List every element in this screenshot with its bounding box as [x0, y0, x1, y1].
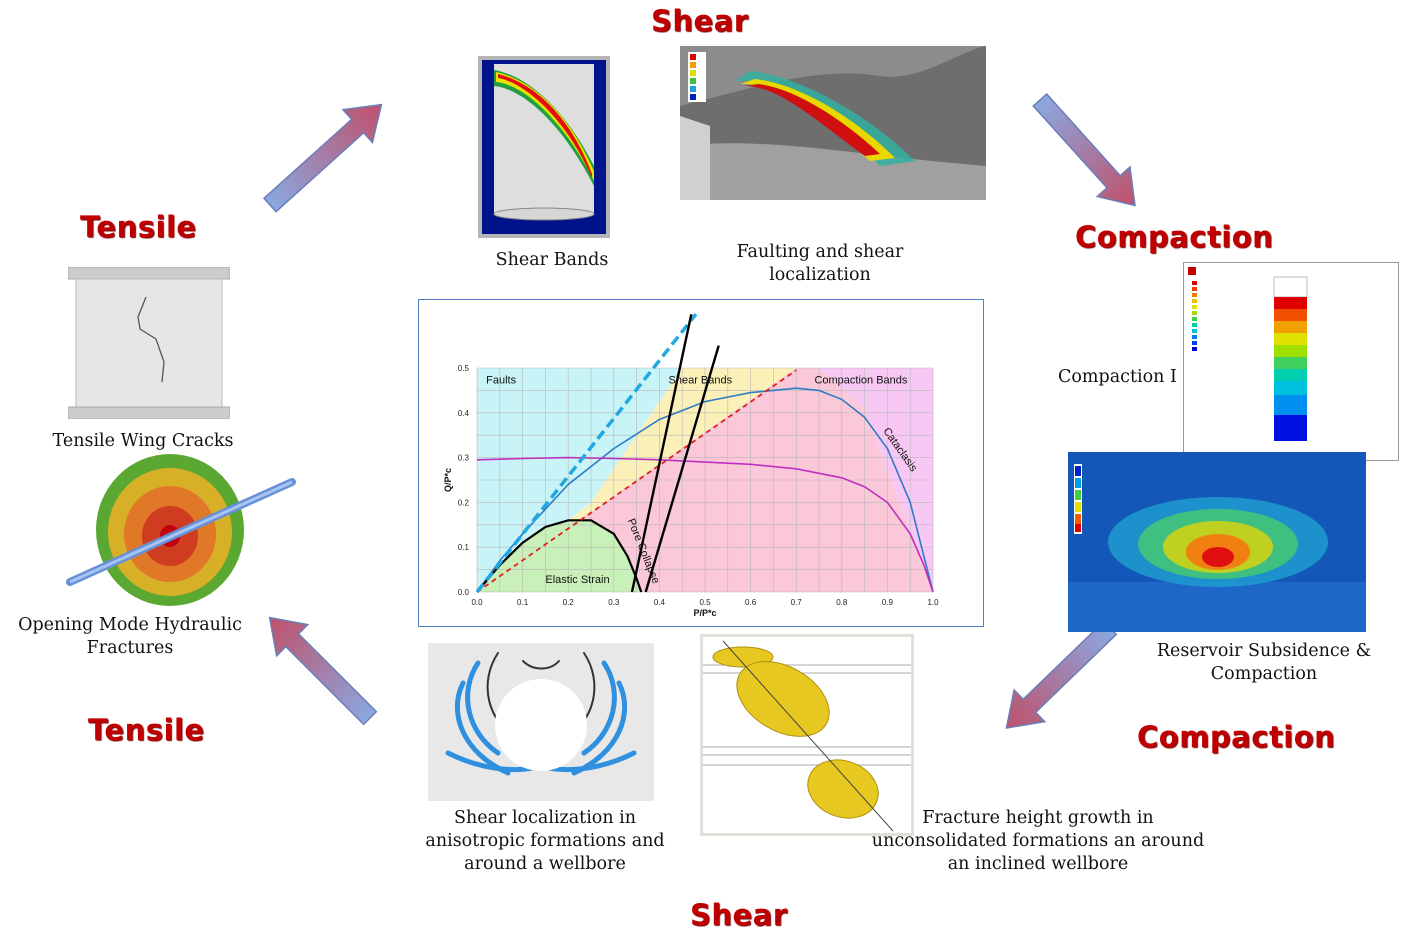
caption-opening-mode-line2: Fractures: [86, 638, 174, 658]
x-tick-label: 0.8: [836, 598, 848, 607]
caption-shear-loc-line2: anisotropic formations and: [425, 831, 665, 851]
region-label-elastic-strain: Elastic Strain: [545, 574, 609, 586]
mode-label-compaction-upper: Compaction: [1075, 220, 1274, 254]
x-tick-label: 0.7: [791, 598, 803, 607]
series-line-black-5: [630, 313, 693, 593]
caption-faulting: Faulting and shear localization: [710, 241, 930, 287]
x-tick-label: 0.0: [471, 598, 483, 607]
caption-fracture-height: Fracture height growth in unconsolidated…: [848, 807, 1228, 876]
arrow-shear-to-tensile: [268, 616, 378, 726]
hydraulic-fracture-image: [66, 450, 296, 610]
series-line-magenta-cap-1: [476, 456, 934, 593]
region-elastic-strain: [477, 520, 642, 592]
y-tick-label: 0.5: [458, 364, 470, 373]
mode-label-tensile-upper: Tensile: [80, 210, 197, 244]
chart-x-axis-label: P/P*c: [693, 608, 716, 618]
faulting-image: [680, 46, 986, 200]
series-line-elastic-2: [476, 519, 643, 593]
chart-y-axis-label: Q/P*c: [443, 468, 453, 492]
tensile-wing-cracks-image: [68, 267, 230, 419]
caption-reservoir-line2: Compaction: [1210, 664, 1318, 684]
caption-shear-bands: Shear Bands: [495, 250, 609, 270]
x-tick-label: 0.3: [608, 598, 620, 607]
caption-faulting-line2: localization: [769, 265, 871, 285]
shear-bands-image: [478, 56, 610, 238]
y-tick-label: 0.0: [458, 588, 470, 597]
mode-label-shear-top: Shear: [651, 4, 749, 38]
chart-grid: [476, 367, 934, 593]
mode-label-shear-bottom: Shear: [690, 898, 788, 932]
caption-compaction: Compaction I: [1058, 367, 1177, 387]
y-tick-label: 0.2: [458, 498, 470, 507]
x-tick-label: 0.2: [563, 598, 575, 607]
fracture-height-image: [700, 634, 914, 836]
wellbore-shear-image: [428, 643, 654, 801]
mode-label-tensile-lower: Tensile: [88, 713, 205, 747]
region-label-faults: Faults: [486, 375, 516, 387]
x-tick-label: 0.6: [745, 598, 757, 607]
caption-reservoir: Reservoir Subsidence & Compaction: [1140, 640, 1388, 686]
caption-faulting-line1: Faulting and shear: [736, 242, 904, 262]
y-tick-label: 0.1: [458, 543, 470, 552]
compaction-column-image: [1183, 262, 1399, 461]
caption-opening-mode: Opening Mode Hydraulic Fractures: [6, 614, 254, 660]
caption-tensile-wing: Tensile Wing Cracks: [52, 431, 234, 451]
reservoir-subsidence-image: [1068, 452, 1366, 632]
region-compaction-bands-right: [819, 368, 933, 592]
caption-fracture-line3: an inclined wellbore: [947, 854, 1129, 874]
chart-ticks: 0.0 0.1 0.2 0.3 0.4 0.5 0.6 0.7 0.8 0.9 1.0 0.0 0.1 0…: [458, 364, 939, 607]
x-tick-label: 0.9: [882, 598, 894, 607]
caption-fracture-line1: Fracture height growth in: [922, 808, 1154, 828]
yield-surface-chart: 0.0 0.1 0.2 0.3 0.4 0.5 0.6 0.7 0.8 0.9 1.0 0.0 0.1 0…: [418, 299, 984, 627]
x-tick-label: 1.0: [927, 598, 939, 607]
series-line-cyan-dashed-4: [475, 313, 698, 594]
chart-series: [475, 313, 934, 594]
series-line-red-dashed-3: [476, 369, 797, 593]
caption-opening-mode-line1: Opening Mode Hydraulic: [18, 615, 242, 635]
chart-svg: 0.0 0.1 0.2 0.3 0.4 0.5 0.6 0.7 0.8 0.9 1.0 0.0 0.1 0…: [443, 313, 939, 618]
x-tick-label: 0.4: [654, 598, 666, 607]
caption-fracture-line2: unconsolidated formations an around: [871, 831, 1205, 851]
series-line-black-6: [644, 345, 720, 593]
x-tick-label: 0.1: [517, 598, 529, 607]
caption-reservoir-line1: Reservoir Subsidence &: [1156, 641, 1372, 661]
caption-shear-localization: Shear localization in anisotropic format…: [408, 807, 682, 876]
y-tick-label: 0.4: [458, 409, 470, 418]
region-label-shear-bands: Shear Bands: [669, 375, 733, 387]
series-line-blue-cap-0: [476, 387, 934, 593]
arrow-shear-to-compaction: [1032, 92, 1136, 207]
y-tick-label: 0.3: [458, 454, 470, 463]
arrow-compaction-to-shear: [1005, 620, 1118, 729]
caption-shear-loc-line1: Shear localization in: [453, 808, 637, 828]
caption-shear-loc-line3: around a wellbore: [464, 854, 626, 874]
mode-label-compaction-lower: Compaction: [1137, 720, 1336, 754]
arrow-tensile-to-shear: [262, 103, 383, 213]
region-label-compaction-bands: Compaction Bands: [814, 375, 907, 387]
x-tick-label: 0.5: [699, 598, 711, 607]
